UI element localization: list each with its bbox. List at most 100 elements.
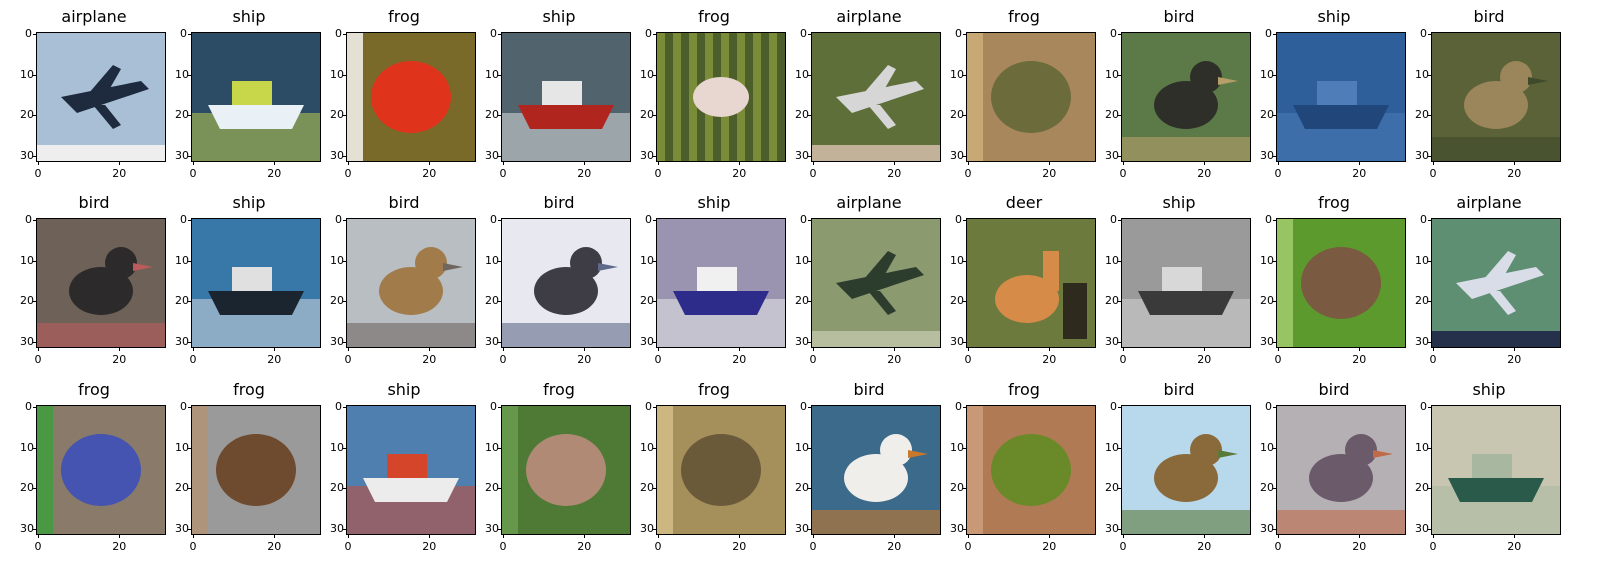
- y-tick-mark: [1118, 220, 1121, 222]
- y-tick-mark: [188, 301, 191, 303]
- y-tick-label: 10: [485, 440, 499, 454]
- y-tick-label: 0: [25, 27, 32, 41]
- y-tick-label: 10: [175, 440, 189, 454]
- y-tick-label: 20: [640, 294, 654, 308]
- panel-title: ship: [542, 7, 576, 26]
- image-panel: bird 0 10 20 30 0 20: [1099, 377, 1259, 557]
- y-tick-label: 0: [180, 27, 187, 41]
- x-tick-label: 0: [654, 540, 662, 553]
- image-panel: frog 0 10 20 30 0 20: [1254, 190, 1414, 370]
- x-tick-mark: [584, 535, 586, 538]
- y-tick-label: 10: [795, 440, 809, 454]
- image-panel: ship 0 10 20 30 0 20: [1409, 377, 1569, 557]
- y-tick-mark: [963, 74, 966, 76]
- x-tick-mark: [813, 348, 815, 351]
- y-tick-mark: [1428, 260, 1431, 262]
- panel-image: [346, 405, 476, 535]
- y-tick-label: 20: [485, 294, 499, 308]
- panel-image: [501, 218, 631, 348]
- y-tick-mark: [33, 155, 36, 157]
- panel-image: [1431, 405, 1561, 535]
- panel-title: airplane: [61, 7, 127, 26]
- x-tick-label: 20: [112, 540, 127, 553]
- x-tick-label: 0: [1119, 167, 1127, 180]
- x-tick-mark: [503, 348, 505, 351]
- x-tick-mark: [1204, 162, 1206, 165]
- y-tick-mark: [33, 220, 36, 222]
- y-tick-label: 30: [1415, 521, 1429, 535]
- x-tick-mark: [274, 348, 276, 351]
- y-tick-label: 30: [20, 334, 34, 348]
- y-tick-label: 20: [1415, 294, 1429, 308]
- y-tick-mark: [808, 155, 811, 157]
- y-tick-label: 10: [175, 253, 189, 267]
- y-tick-label: 10: [330, 67, 344, 81]
- image-panel: ship 0 10 20 30 0 20: [1254, 4, 1414, 184]
- panel-image: [1121, 405, 1251, 535]
- y-tick-mark: [343, 528, 346, 530]
- x-tick-mark: [193, 535, 195, 538]
- y-tick-label: 30: [485, 148, 499, 162]
- y-tick-label: 20: [1260, 108, 1274, 122]
- y-tick-label: 30: [640, 148, 654, 162]
- panel-title: bird: [853, 380, 885, 399]
- y-tick-mark: [1118, 528, 1121, 530]
- y-tick-mark: [1428, 301, 1431, 303]
- y-tick-mark: [963, 407, 966, 409]
- y-tick-mark: [188, 220, 191, 222]
- x-tick-mark: [429, 535, 431, 538]
- y-tick-mark: [1428, 407, 1431, 409]
- x-tick-label: 0: [1429, 540, 1437, 553]
- panel-title: ship: [1317, 7, 1351, 26]
- x-tick-mark: [503, 162, 505, 165]
- y-tick-label: 0: [645, 400, 652, 414]
- y-tick-label: 30: [640, 334, 654, 348]
- y-tick-label: 0: [335, 400, 342, 414]
- x-tick-label: 20: [577, 167, 592, 180]
- x-tick-label: 20: [422, 167, 437, 180]
- y-tick-mark: [1118, 74, 1121, 76]
- y-tick-mark: [498, 155, 501, 157]
- y-tick-label: 0: [645, 213, 652, 227]
- y-tick-label: 30: [1105, 521, 1119, 535]
- y-tick-mark: [808, 528, 811, 530]
- panel-image: [1431, 32, 1561, 162]
- y-tick-mark: [343, 407, 346, 409]
- y-tick-mark: [1273, 260, 1276, 262]
- x-tick-label: 20: [1352, 167, 1367, 180]
- x-tick-mark: [894, 348, 896, 351]
- image-panel: bird 0 10 20 30 0 20: [324, 190, 484, 370]
- x-tick-mark: [1049, 162, 1051, 165]
- y-tick-mark: [33, 447, 36, 449]
- x-tick-mark: [348, 162, 350, 165]
- y-tick-mark: [33, 74, 36, 76]
- y-tick-mark: [653, 407, 656, 409]
- x-tick-label: 20: [887, 540, 902, 553]
- y-tick-label: 20: [1105, 108, 1119, 122]
- y-tick-label: 0: [1110, 400, 1117, 414]
- x-tick-mark: [1433, 162, 1435, 165]
- x-tick-mark: [503, 535, 505, 538]
- x-tick-mark: [658, 535, 660, 538]
- y-tick-mark: [343, 74, 346, 76]
- y-tick-mark: [498, 74, 501, 76]
- image-panel: airplane 0 10 20 30 0 20: [14, 4, 174, 184]
- y-tick-mark: [188, 260, 191, 262]
- x-tick-label: 0: [654, 167, 662, 180]
- y-tick-mark: [963, 34, 966, 36]
- y-tick-label: 20: [950, 481, 964, 495]
- y-tick-label: 0: [1265, 27, 1272, 41]
- y-tick-label: 10: [20, 253, 34, 267]
- y-tick-label: 30: [330, 521, 344, 535]
- panel-image: [1276, 32, 1406, 162]
- y-tick-mark: [1273, 34, 1276, 36]
- x-tick-mark: [1278, 535, 1280, 538]
- y-tick-mark: [1273, 341, 1276, 343]
- y-tick-label: 10: [1105, 253, 1119, 267]
- y-tick-mark: [1273, 528, 1276, 530]
- y-tick-mark: [1118, 447, 1121, 449]
- y-tick-mark: [1118, 341, 1121, 343]
- y-tick-mark: [1428, 341, 1431, 343]
- y-tick-label: 10: [1260, 253, 1274, 267]
- y-tick-mark: [188, 488, 191, 490]
